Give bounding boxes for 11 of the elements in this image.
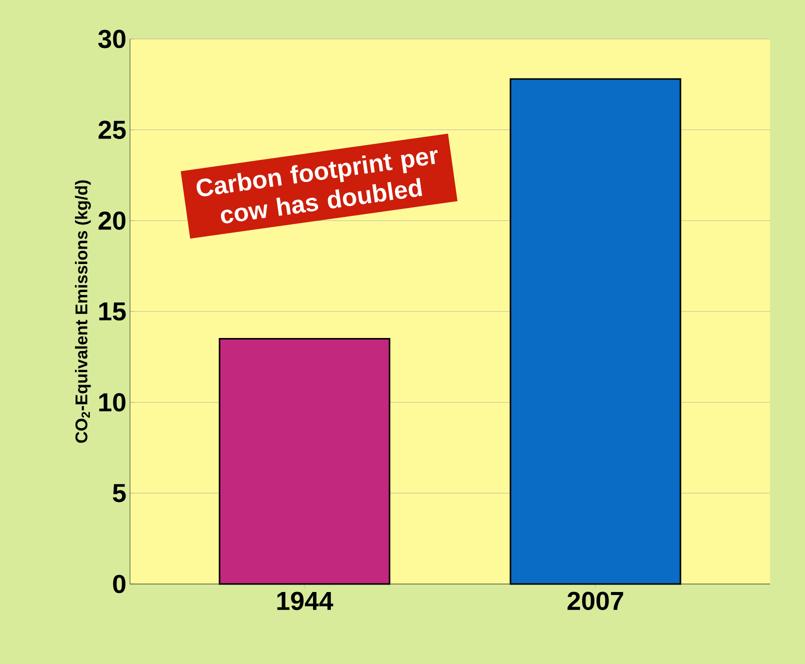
annotation: Carbon footprint per cow has doubled xyxy=(196,150,438,224)
y-tick-label: 0 xyxy=(113,574,126,594)
y-tick-label: 20 xyxy=(98,211,126,230)
y-axis-title: CO$_{2}$-Equivalent Emissions (kg/d) xyxy=(74,180,91,443)
y-tick-label: 10 xyxy=(99,393,126,412)
x-tick-label: 1944 xyxy=(277,592,334,610)
y-tick-label: 15 xyxy=(99,302,126,321)
x-tick-label: 2007 xyxy=(568,592,624,610)
y-tick-label: 30 xyxy=(98,30,126,48)
y-tick-label: 5 xyxy=(112,484,126,502)
y-tick-label: 25 xyxy=(98,120,126,139)
